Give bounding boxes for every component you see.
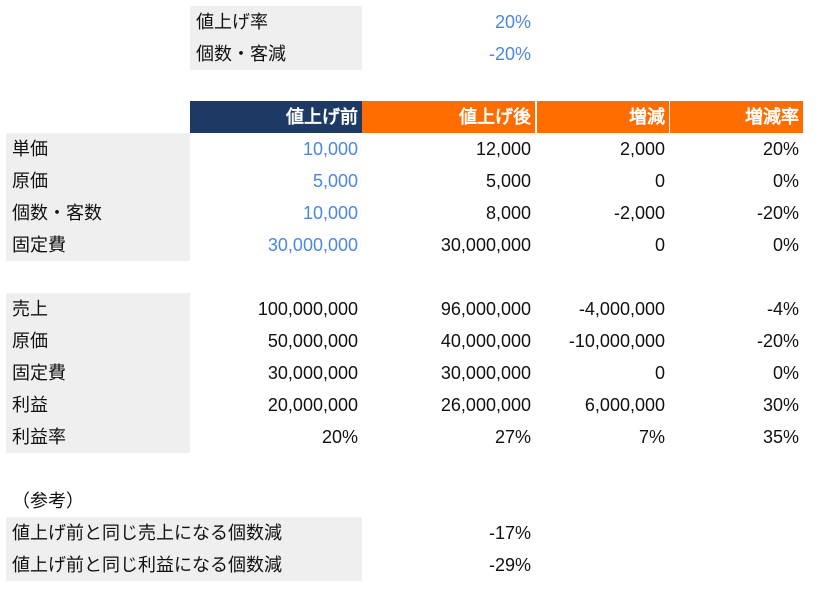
row-label-bg [6, 197, 190, 229]
value-cell: 0 [654, 235, 665, 255]
value-cell: 30,000,000 [267, 363, 358, 383]
value-cell: 27% [494, 427, 531, 447]
header-cell: 値上げ後 [362, 101, 535, 133]
row-label: 利益率 [12, 427, 66, 447]
value-cell: -2,000 [613, 203, 665, 223]
row-label-bg [6, 325, 190, 357]
value-cell: 2,000 [619, 139, 665, 159]
reference-label: 値上げ前と同じ利益になる個数減 [12, 555, 282, 575]
value-cell: 0 [654, 363, 665, 383]
value-cell: 0% [772, 363, 799, 383]
row-label-bg [6, 133, 190, 165]
value-cell: 35% [762, 427, 799, 447]
reference-label: 値上げ前と同じ売上になる個数減 [12, 523, 282, 543]
header-cell: 増減率 [670, 101, 803, 133]
reference-title: （参考） [12, 491, 84, 511]
value-cell: 10,000 [302, 139, 358, 159]
value-cell: 6,000,000 [584, 395, 665, 415]
value-cell: 0% [772, 171, 799, 191]
value-cell: 0 [654, 171, 665, 191]
value-cell: 8,000 [485, 203, 531, 223]
reference-bg [6, 549, 362, 581]
param-label: 値上げ率 [196, 12, 268, 32]
value-cell: 30,000,000 [267, 235, 358, 255]
value-cell: -4% [766, 299, 799, 319]
header-cell: 値上げ前 [190, 101, 362, 133]
row-label: 利益 [12, 395, 48, 415]
row-label: 売上 [12, 299, 48, 319]
value-cell: 5,000 [312, 171, 358, 191]
value-cell: 12,000 [475, 139, 531, 159]
row-label-bg [6, 293, 190, 325]
value-cell: 100,000,000 [257, 299, 358, 319]
value-cell: 7% [638, 427, 665, 447]
row-label: 単価 [12, 139, 48, 159]
param-bg [190, 38, 362, 70]
value-cell: -10,000,000 [568, 331, 665, 351]
param-value: 20% [494, 12, 531, 32]
value-cell: 30,000,000 [440, 363, 531, 383]
value-cell: -20% [756, 203, 799, 223]
value-cell: 20,000,000 [267, 395, 358, 415]
value-cell: 0% [772, 235, 799, 255]
value-cell: 96,000,000 [440, 299, 531, 319]
reference-value: -29% [488, 555, 531, 575]
row-label: 原価 [12, 331, 48, 351]
row-label-bg [6, 389, 190, 421]
row-label: 固定費 [12, 363, 66, 383]
header-cell: 増減 [537, 101, 669, 133]
row-label-bg [6, 165, 190, 197]
value-cell: 50,000,000 [267, 331, 358, 351]
value-cell: 20% [762, 139, 799, 159]
row-label: 原価 [12, 171, 48, 191]
row-label-bg [6, 229, 190, 261]
value-cell: 5,000 [485, 171, 531, 191]
row-label: 個数・客数 [12, 203, 102, 223]
row-label-bg [6, 421, 190, 453]
row-label-bg [6, 357, 190, 389]
value-cell: 10,000 [302, 203, 358, 223]
value-cell: 40,000,000 [440, 331, 531, 351]
param-label: 個数・客減 [196, 44, 286, 64]
param-bg [190, 6, 362, 38]
reference-value: -17% [488, 523, 531, 543]
value-cell: 26,000,000 [440, 395, 531, 415]
value-cell: 30% [762, 395, 799, 415]
row-label: 固定費 [12, 235, 66, 255]
param-value: -20% [488, 44, 531, 64]
value-cell: -4,000,000 [578, 299, 665, 319]
reference-bg [6, 517, 362, 549]
value-cell: -20% [756, 331, 799, 351]
value-cell: 20% [321, 427, 358, 447]
value-cell: 30,000,000 [440, 235, 531, 255]
